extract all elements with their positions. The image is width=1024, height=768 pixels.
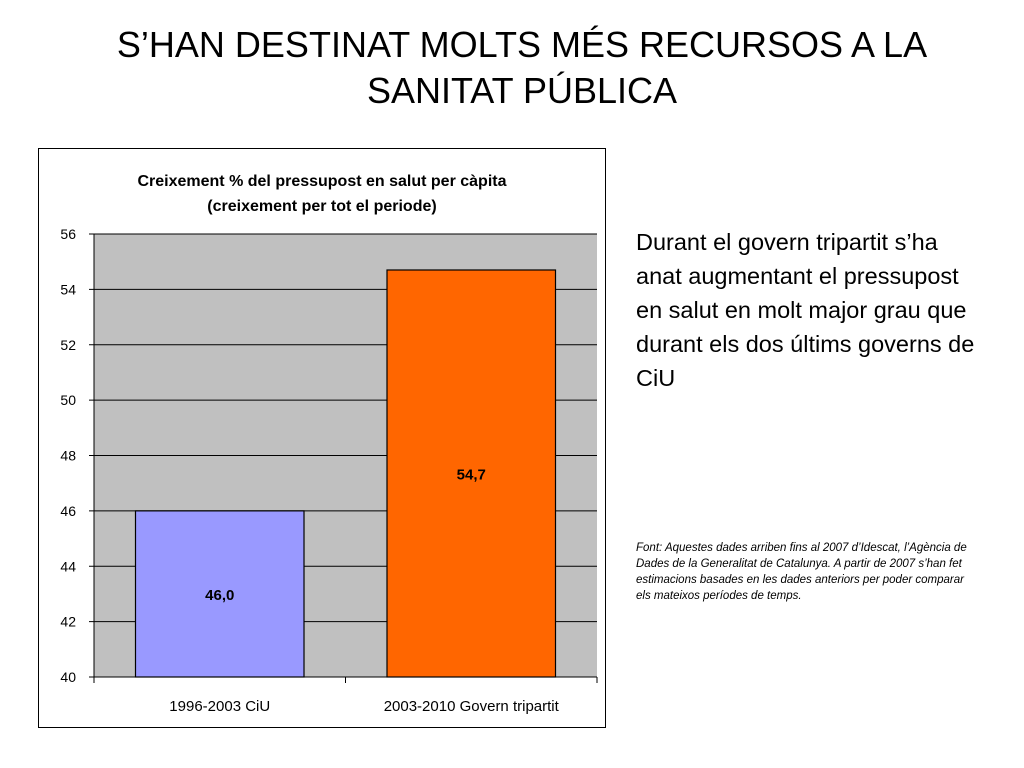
- y-tick-label: 42: [60, 614, 76, 630]
- bar: [134, 510, 305, 678]
- bars: [134, 269, 557, 678]
- y-tick-label: 56: [60, 226, 76, 242]
- commentary-text: Durant el govern tripartit s’ha anat aug…: [636, 229, 975, 391]
- axes: [89, 233, 598, 683]
- x-tick-label: 2003-2010 Govern tripartit: [384, 698, 560, 715]
- chart-frame: Creixement % del pressupost en salut per…: [38, 148, 606, 728]
- y-tick-label: 54: [60, 281, 76, 297]
- y-tick-label: 48: [60, 448, 76, 464]
- x-tick-label: 1996-2003 CiU: [169, 698, 270, 715]
- chart-subtitle: (creixement per tot el periode): [207, 198, 436, 215]
- y-tick-label: 40: [60, 669, 76, 685]
- y-tick-label: 52: [60, 337, 76, 353]
- bar: [386, 269, 557, 678]
- y-tick-label: 44: [60, 558, 76, 574]
- data-label: 46,0: [205, 587, 234, 604]
- labels: 40 42 44 46 48 50 52 54 56 46,0 1996-2003 CiU 54,7 2…: [60, 226, 559, 715]
- slide-title: S’HAN DESTINAT MOLTS MÉS RECURSOS A LA S…: [116, 24, 928, 111]
- source-note: Font: Aquestes dades arriben fins al 200…: [636, 542, 967, 602]
- y-tick-label: 46: [60, 503, 76, 519]
- bar-chart: Creixement % del pressupost en salut per…: [60, 173, 598, 715]
- chart-title: Creixement % del pressupost en salut per…: [137, 173, 506, 190]
- data-label: 54,7: [457, 466, 486, 483]
- y-tick-label: 50: [60, 392, 76, 408]
